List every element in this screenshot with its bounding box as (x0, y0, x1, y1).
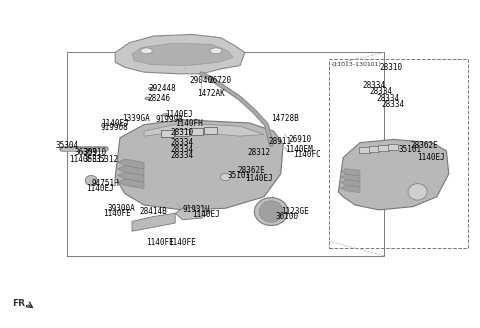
Bar (359, 147, 370, 153)
Text: 1140EJ: 1140EJ (245, 174, 273, 183)
Text: 1123GE: 1123GE (281, 207, 309, 216)
Text: 28362E: 28362E (238, 166, 265, 175)
Polygon shape (341, 169, 360, 176)
Text: 1140EJ: 1140EJ (166, 110, 193, 119)
Text: 35304: 35304 (55, 141, 78, 151)
Text: 28334: 28334 (362, 81, 385, 90)
Text: 28362E: 28362E (410, 141, 438, 151)
Bar (175, 129, 189, 136)
Ellipse shape (140, 48, 153, 54)
Ellipse shape (85, 175, 97, 185)
Text: 35101: 35101 (398, 145, 421, 154)
Polygon shape (118, 172, 144, 182)
Ellipse shape (145, 97, 151, 100)
Text: 28310: 28310 (170, 128, 193, 137)
Text: 28334: 28334 (377, 94, 400, 103)
Ellipse shape (88, 150, 94, 152)
Bar (388, 144, 398, 150)
Text: 1140EJ: 1140EJ (101, 118, 129, 128)
Text: 1140EJ: 1140EJ (418, 153, 445, 162)
Ellipse shape (148, 87, 154, 90)
Text: 35101: 35101 (228, 171, 251, 180)
Text: 1140FE: 1140FE (103, 209, 131, 218)
Text: 28334: 28334 (370, 87, 393, 96)
Polygon shape (341, 174, 360, 181)
Ellipse shape (81, 151, 87, 154)
Text: 28414B: 28414B (139, 207, 167, 216)
Polygon shape (341, 180, 360, 187)
Text: (11013-130101): (11013-130101) (331, 62, 381, 67)
Text: 1472AK: 1472AK (197, 89, 225, 98)
Text: FR.: FR. (12, 299, 28, 308)
Ellipse shape (210, 48, 222, 54)
Text: 28334: 28334 (382, 100, 405, 109)
Text: 35312: 35312 (84, 154, 107, 164)
Bar (204, 127, 217, 134)
Text: 28246: 28246 (147, 94, 170, 103)
Text: 28911: 28911 (269, 136, 292, 146)
Text: 94751H: 94751H (91, 179, 119, 188)
Text: 919998: 919998 (155, 115, 183, 124)
Ellipse shape (220, 174, 231, 181)
Ellipse shape (163, 113, 168, 116)
Bar (190, 128, 203, 135)
Text: 28312: 28312 (247, 148, 270, 157)
Polygon shape (341, 185, 360, 193)
Text: 28310: 28310 (379, 63, 402, 72)
Text: 26720: 26720 (209, 76, 232, 85)
Text: 39300A: 39300A (108, 204, 136, 213)
Text: 14728B: 14728B (271, 113, 299, 123)
Text: 35312: 35312 (96, 154, 119, 164)
Polygon shape (144, 123, 264, 136)
Polygon shape (338, 139, 449, 210)
Text: 1339GA: 1339GA (122, 113, 150, 123)
Text: 36100: 36100 (276, 212, 299, 221)
Text: 36309: 36309 (74, 148, 97, 157)
Text: 1140FC: 1140FC (293, 150, 321, 159)
Polygon shape (115, 34, 245, 74)
Polygon shape (132, 213, 175, 231)
Polygon shape (175, 207, 211, 220)
Text: 1140EJ: 1140EJ (192, 210, 220, 219)
Text: 1140FE: 1140FE (146, 238, 174, 247)
Text: 1140EJ: 1140EJ (86, 184, 114, 193)
Text: 26910: 26910 (288, 135, 311, 144)
Polygon shape (132, 43, 233, 66)
Text: 28334: 28334 (170, 138, 193, 147)
Text: 1140FH: 1140FH (175, 118, 203, 128)
Bar (161, 130, 174, 137)
Polygon shape (115, 120, 283, 210)
Text: 35310: 35310 (84, 148, 107, 157)
Text: 91931U: 91931U (182, 205, 210, 215)
Text: 28334: 28334 (170, 151, 193, 160)
Text: 29040: 29040 (190, 76, 213, 85)
Bar (369, 146, 379, 152)
Polygon shape (118, 159, 144, 169)
Ellipse shape (259, 201, 283, 222)
Polygon shape (118, 179, 144, 189)
Bar (378, 145, 389, 151)
Ellipse shape (408, 184, 427, 200)
Text: 919908: 919908 (101, 123, 129, 133)
Polygon shape (118, 166, 144, 175)
Text: 1140EM: 1140EM (286, 145, 313, 154)
Text: 292448: 292448 (149, 84, 177, 93)
Text: 1140FE: 1140FE (70, 154, 97, 164)
Text: 28334: 28334 (170, 145, 193, 154)
Ellipse shape (254, 197, 288, 226)
Text: 1140FE: 1140FE (168, 238, 196, 247)
